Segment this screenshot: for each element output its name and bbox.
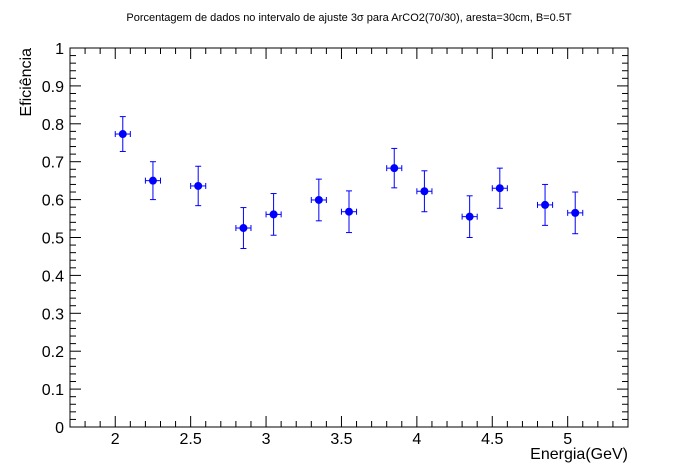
x-tick-label: 3 [262,431,271,448]
point-marker [390,164,399,173]
y-tick-label: 0.2 [42,344,64,361]
y-axis-label: Eficiência [18,48,35,117]
y-tick-label: 0.1 [42,382,64,399]
data-point [310,178,327,222]
point-marker [118,130,127,139]
point-marker [541,200,550,209]
x-tick-label: 4.5 [481,431,503,448]
point-marker [239,224,248,233]
data-point [386,147,403,189]
point-marker [495,184,504,193]
data-point [461,195,478,238]
y-tick-labels: 0 0.1 0.2 0.3 0.4 0.5 0.6 0.7 0.8 0.9 1 [42,41,64,437]
data-point [190,165,207,207]
x-tick-label: 3.5 [330,431,352,448]
point-marker [465,212,474,221]
point-marker [269,210,278,219]
data-point [537,183,554,226]
data-point [567,191,584,235]
point-marker [314,195,323,204]
data-point [235,207,252,249]
point-marker [148,176,157,185]
x-tick-label: 4 [412,431,421,448]
x-tick-labels: 2 2.5 3 3.5 4 4.5 5 [111,431,572,448]
point-marker [420,187,429,196]
point-marker [194,181,203,190]
y-tick-label: 0.9 [42,79,64,96]
point-marker [345,207,353,216]
point-marker [571,208,580,217]
y-tick-label: 0.5 [42,231,64,248]
x-tick-label: 2 [111,431,120,448]
x-tick-label: 5 [563,431,572,448]
y-tick-label: 1 [55,41,64,58]
data-point [491,167,508,209]
y-tick-label: 0.4 [42,268,64,285]
y-tick-label: 0.3 [42,306,64,323]
plot-frame [69,47,629,428]
data-point [144,161,161,201]
data-point [114,116,131,152]
chart-title: Porcentagem de dados no intervalo de aju… [126,12,571,24]
axis-ticks [69,47,629,428]
data-point [416,170,433,213]
data-point [265,193,282,236]
data-points [114,116,584,249]
y-tick-label: 0.7 [42,155,64,172]
x-axis-label: Energia(GeV) [530,446,628,463]
y-tick-label: 0 [55,420,64,437]
data-point [340,190,358,234]
y-tick-label: 0.8 [42,117,64,134]
y-tick-label: 0.6 [42,193,64,210]
x-tick-label: 2.5 [180,431,202,448]
